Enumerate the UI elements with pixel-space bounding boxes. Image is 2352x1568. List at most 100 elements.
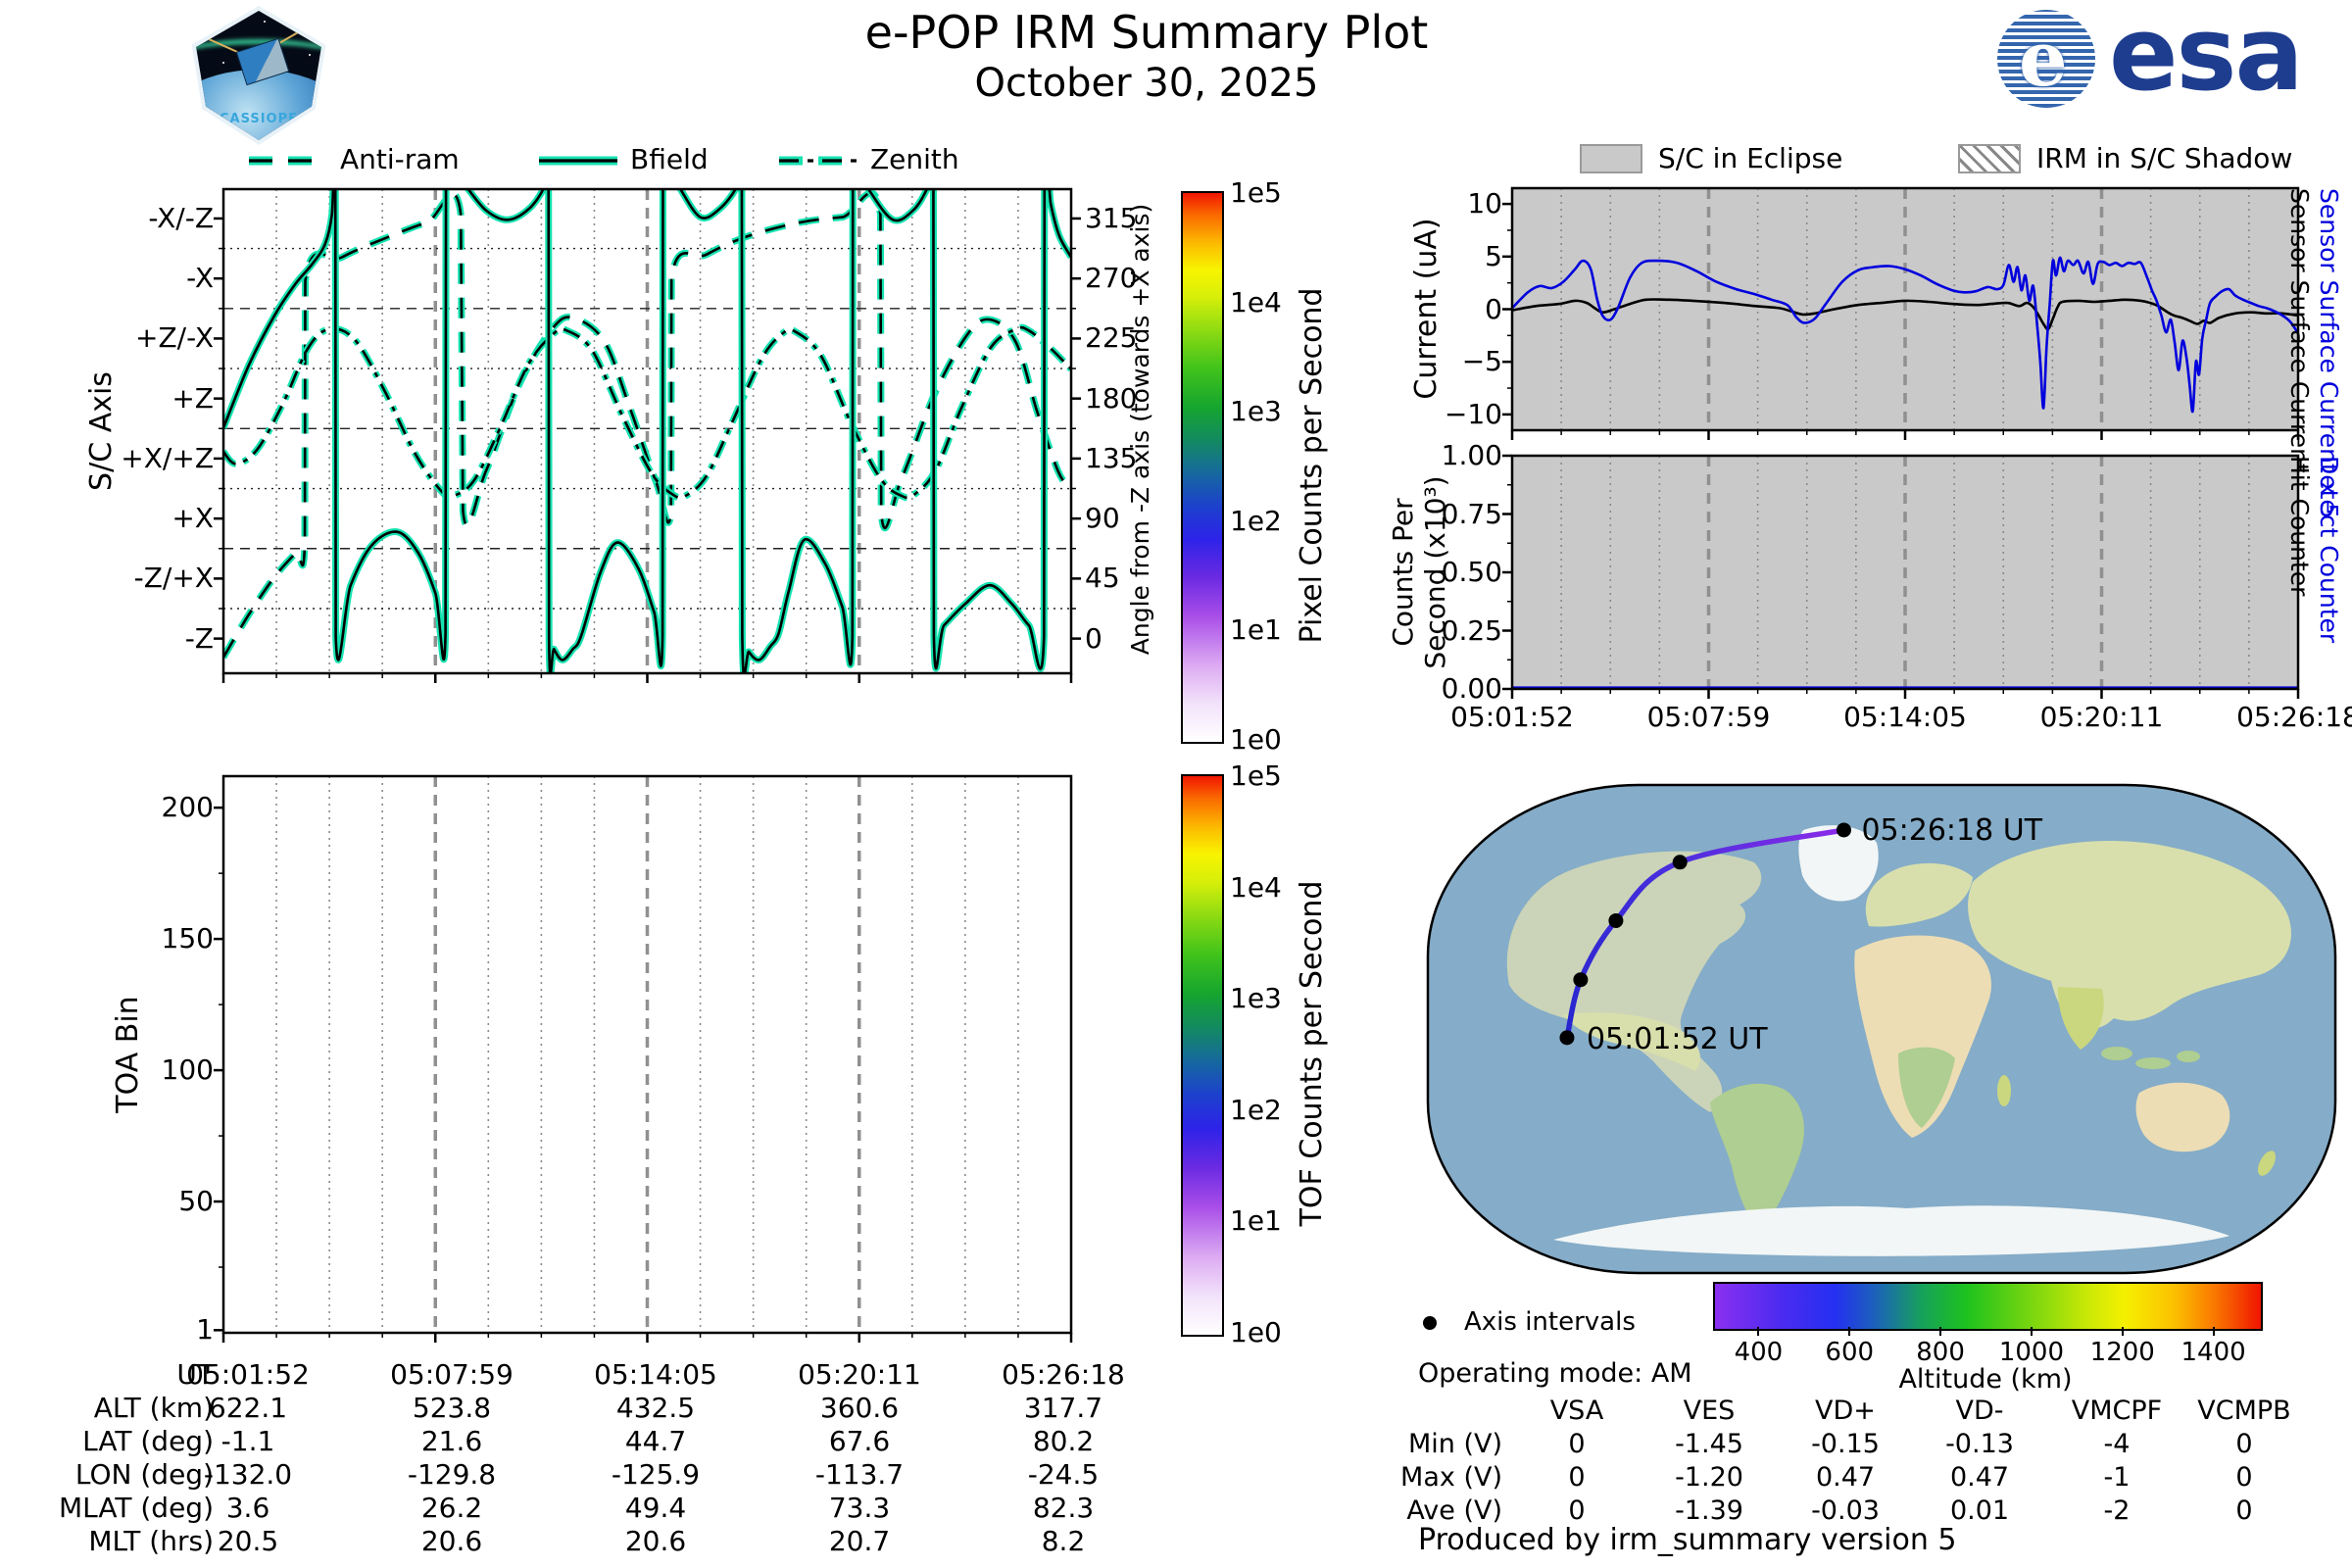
cassiope-patch-art: CASSIOPE <box>196 11 321 140</box>
voltage-cell: -1 <box>2103 1462 2131 1493</box>
legend-line-solid <box>539 156 617 166</box>
legend-line-dashdot <box>779 156 858 166</box>
axis-interval-dot <box>1573 972 1589 988</box>
ephemeris-cell: 26.2 <box>420 1492 483 1524</box>
angle-axis-tick: 135 <box>1085 441 1138 474</box>
ephemeris-cell: -125.9 <box>611 1458 701 1491</box>
legend-label-bfield: Bfield <box>630 143 709 175</box>
voltage-cell: -4 <box>2103 1429 2131 1459</box>
ephemeris-cell: -129.8 <box>407 1458 497 1491</box>
angle-axis-tick: 270 <box>1085 262 1138 295</box>
voltage-cell: 0 <box>1568 1429 1586 1459</box>
angle-axis-tick: 45 <box>1085 562 1120 595</box>
voltage-cell: -0.03 <box>1811 1495 1880 1526</box>
sc-axis-plot <box>214 187 1081 683</box>
voltage-cell: -2 <box>2103 1495 2131 1526</box>
ephemeris-cell: 21.6 <box>420 1425 483 1457</box>
page-date: October 30, 2025 <box>974 61 1319 106</box>
ephemeris-cell: 05:01:52 <box>186 1358 310 1391</box>
sc-axis-ytick: -Z/+X <box>133 562 214 595</box>
map-outline <box>1426 783 2337 1275</box>
ephemeris-cell: 20.6 <box>624 1525 687 1557</box>
sensor-current-plot <box>1502 186 2300 440</box>
hit-counter-label: Hit Counter <box>2285 456 2314 597</box>
ephemeris-row-label: LON (deg) <box>74 1458 214 1491</box>
time-tick-label: 05:14:05 <box>1843 701 1967 733</box>
patch-aurora-art <box>196 39 321 89</box>
axis-interval-dot <box>1559 1030 1575 1046</box>
track-start-label: 05:01:52 UT <box>1587 1022 1768 1056</box>
sensor-surface-current-label: Sensor Surface Current <box>2285 188 2314 473</box>
patch-cassiope-label: CASSIOPE <box>219 112 299 126</box>
counts-ytick: 1.00 <box>1441 439 1502 471</box>
ephemeris-row-label: LAT (deg) <box>82 1425 214 1457</box>
altitude-tick-label: 800 <box>1916 1338 1965 1367</box>
tof-colorbar-tick: 1e5 <box>1230 760 1282 792</box>
angle-axis-tick: 90 <box>1085 502 1120 535</box>
pixel-colorbar-label: Pixel Counts per Second <box>1294 287 1329 644</box>
ephemeris-cell: 49.4 <box>624 1492 687 1524</box>
voltage-cell: -1.39 <box>1675 1495 1743 1526</box>
esa-wordmark: esa <box>2109 0 2304 114</box>
toa-ytick: 150 <box>161 922 214 956</box>
sc-axis-ytick: +Z <box>172 381 214 415</box>
axis-interval-dot <box>1608 912 1624 928</box>
sc-axis-ytick: +X/+Z <box>121 441 214 474</box>
counts-ytick: 0.25 <box>1441 613 1502 647</box>
legend-label-zenith: Zenith <box>870 143 959 175</box>
voltage-cell: 0 <box>2235 1462 2253 1493</box>
voltage-column-header: VES <box>1683 1396 1736 1426</box>
series-black <box>1512 298 2298 331</box>
counts-ytick: 0.50 <box>1441 556 1502 588</box>
angle-axis-tick: 315 <box>1085 201 1138 234</box>
series-core <box>223 189 1071 673</box>
voltage-column-header: VD+ <box>1815 1396 1876 1426</box>
series-blue <box>1512 256 2298 414</box>
altitude-tick-label: 600 <box>1825 1338 1875 1367</box>
ephemeris-cell: 20.7 <box>828 1525 891 1557</box>
pixel-colorbar-tick: 1e2 <box>1230 504 1282 537</box>
ephemeris-cell: 317.7 <box>1023 1392 1103 1424</box>
voltage-cell: 0 <box>2235 1429 2253 1459</box>
sc-axis-ytick: +X <box>172 502 214 535</box>
ephemeris-cell: -132.0 <box>203 1458 293 1491</box>
ephemeris-row-label: UT <box>176 1358 214 1391</box>
ephemeris-cell: 67.6 <box>828 1425 891 1457</box>
satellite-ground-track: 05:01:52 UT 05:26:18 UT <box>1559 813 2043 1056</box>
tof-colorbar-tick: 1e4 <box>1230 870 1282 904</box>
series-layer <box>1512 256 2298 414</box>
legend-line-dashed <box>249 156 327 166</box>
ephemeris-cell: 05:14:05 <box>594 1358 717 1391</box>
voltage-cell: 0.47 <box>1815 1462 1876 1493</box>
ephemeris-row-label: MLAT (deg) <box>58 1492 214 1524</box>
time-tick-label: 05:26:18 <box>2236 701 2352 733</box>
voltage-row-label: Min (V) <box>1407 1429 1502 1459</box>
ephemeris-cell: 05:07:59 <box>390 1358 514 1391</box>
axis-intervals-label: Axis intervals <box>1464 1307 1636 1337</box>
current-ytick: 10 <box>1467 187 1502 220</box>
ephemeris-cell: -113.7 <box>814 1458 905 1491</box>
toa-bin-plot <box>214 774 1073 1343</box>
sc-axis-ytick: -Z <box>184 621 214 655</box>
tof-colorbar-tick: 1e1 <box>1230 1204 1282 1238</box>
ephemeris-cell: 523.8 <box>412 1392 492 1424</box>
pixel-colorbar-tick: 1e4 <box>1230 285 1282 318</box>
voltage-column-header: VSA <box>1549 1396 1604 1426</box>
ephemeris-cell: 05:20:11 <box>798 1358 921 1391</box>
counts-ytick: 0.75 <box>1441 497 1502 530</box>
time-tick-label: 05:20:11 <box>2039 701 2164 733</box>
sc-axis-ytick: -X <box>186 262 214 295</box>
axis-interval-dot <box>1836 822 1851 838</box>
voltage-cell: -1.20 <box>1675 1462 1743 1493</box>
altitude-tick-mark <box>1939 1327 1942 1336</box>
voltage-cell: 0.01 <box>1949 1495 2010 1526</box>
esa-logo-icon <box>1997 10 2095 108</box>
voltage-cell: -1.45 <box>1675 1429 1743 1459</box>
pixel-colorbar-tick: 1e3 <box>1230 395 1282 428</box>
detect-counter-label: Detect Counter <box>2315 456 2343 644</box>
ephemeris-cell: 80.2 <box>1032 1425 1095 1457</box>
ephemeris-cell: 622.1 <box>208 1392 288 1424</box>
ephemeris-cell: 20.6 <box>420 1525 483 1557</box>
time-tick-label: 05:07:59 <box>1646 701 1771 733</box>
